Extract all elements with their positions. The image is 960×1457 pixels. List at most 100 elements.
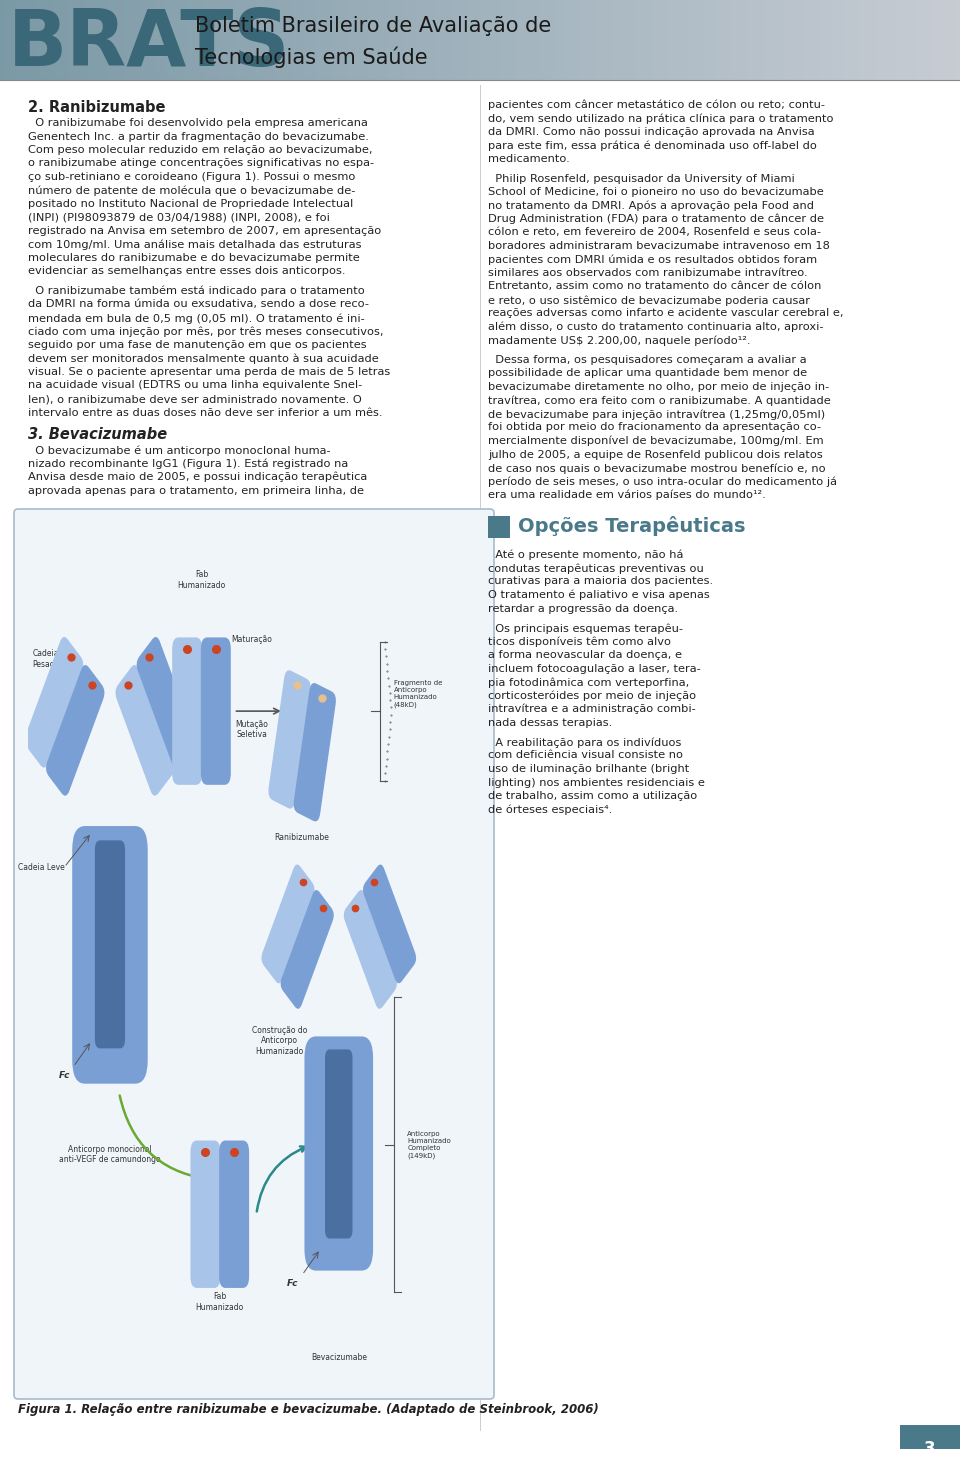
Text: era uma realidade em vários países do mundo¹².: era uma realidade em vários países do mu… (488, 490, 766, 501)
Bar (358, 0, 362, 80)
Bar (122, 0, 125, 80)
Bar (403, 0, 406, 80)
Bar (147, 0, 151, 80)
Bar (247, 0, 250, 80)
Bar (106, 0, 108, 80)
Bar (893, 0, 896, 80)
Text: número de patente de molécula que o bevacizumabe de-: número de patente de molécula que o beva… (28, 185, 355, 197)
Bar (300, 0, 304, 80)
Bar (202, 0, 204, 80)
Bar (329, 0, 333, 80)
Bar (93, 0, 96, 80)
Bar (544, 0, 547, 80)
Bar (752, 0, 756, 80)
Bar (180, 0, 182, 80)
Text: mercialmente disponível de bevacizumabe, 100mg/ml. Em: mercialmente disponível de bevacizumabe,… (488, 436, 824, 446)
FancyBboxPatch shape (325, 1049, 352, 1238)
Bar (7, 0, 10, 80)
Bar (425, 0, 429, 80)
Bar (813, 0, 816, 80)
Bar (295, 0, 298, 80)
Text: madamente US$ 2.200,00, naquele período¹².: madamente US$ 2.200,00, naquele período¹… (488, 335, 751, 345)
Bar (464, 0, 468, 80)
Bar (99, 0, 103, 80)
Bar (828, 0, 832, 80)
Bar (240, 0, 243, 80)
Bar (278, 0, 281, 80)
Bar (924, 0, 928, 80)
Text: Fragmento de
Anticorpo
Humanizado
(48kD): Fragmento de Anticorpo Humanizado (48kD) (394, 680, 442, 708)
Bar (125, 0, 128, 80)
Bar (800, 0, 804, 80)
Text: Tecnologias em Saúde: Tecnologias em Saúde (195, 47, 427, 68)
Text: de trabalho, assim como a utilização: de trabalho, assim como a utilização (488, 791, 697, 801)
Bar (708, 0, 710, 80)
Text: reações adversas como infarto e acidente vascular cerebral e,: reações adversas como infarto e acidente… (488, 309, 844, 319)
Bar (326, 0, 329, 80)
Bar (134, 0, 137, 80)
Bar (682, 0, 684, 80)
Bar (948, 0, 950, 80)
Bar (483, 0, 487, 80)
Bar (758, 0, 761, 80)
Bar (420, 0, 422, 80)
Text: Anticorpo
Humanizado
Completo
(149kD): Anticorpo Humanizado Completo (149kD) (407, 1131, 451, 1158)
Bar (826, 0, 828, 80)
Bar (38, 0, 41, 80)
Bar (77, 0, 80, 80)
FancyBboxPatch shape (14, 508, 494, 1399)
Text: e reto, o uso sistêmico de bevacizumabe poderia causar: e reto, o uso sistêmico de bevacizumabe … (488, 294, 810, 306)
FancyBboxPatch shape (25, 637, 84, 768)
Bar (688, 0, 691, 80)
Text: período de seis meses, o uso intra-ocular do medicamento já: período de seis meses, o uso intra-ocula… (488, 476, 837, 487)
Bar (528, 0, 531, 80)
Text: Mutação
Seletiva: Mutação Seletiva (235, 720, 268, 739)
Bar (16, 0, 19, 80)
Bar (912, 0, 915, 80)
Text: aprovada apenas para o tratamento, em primeira linha, de: aprovada apenas para o tratamento, em pr… (28, 485, 364, 495)
Bar (348, 0, 352, 80)
Text: Ranibizumabe: Ranibizumabe (275, 832, 329, 842)
Bar (660, 0, 662, 80)
Bar (276, 0, 278, 80)
Bar (439, 0, 442, 80)
Text: Fc: Fc (287, 1279, 299, 1288)
Bar (442, 0, 444, 80)
Bar (137, 0, 141, 80)
Bar (896, 0, 900, 80)
Bar (259, 0, 262, 80)
Bar (900, 0, 902, 80)
Text: para este fim, essa prática é denominada uso off-label do: para este fim, essa prática é denominada… (488, 140, 817, 152)
Bar (547, 0, 550, 80)
Bar (189, 0, 192, 80)
Bar (45, 0, 48, 80)
Bar (560, 0, 564, 80)
Bar (823, 0, 826, 80)
Text: nada dessas terapias.: nada dessas terapias. (488, 717, 612, 727)
Bar (550, 0, 554, 80)
Text: Construção do
Anticorpo
Humanizado: Construção do Anticorpo Humanizado (252, 1026, 307, 1056)
Bar (569, 0, 573, 80)
Bar (874, 0, 876, 80)
Text: Cadeia
Pesada: Cadeia Pesada (33, 650, 60, 669)
Bar (487, 0, 490, 80)
Bar (128, 0, 132, 80)
Text: Com peso molecular reduzido em relação ao bevacizumabe,: Com peso molecular reduzido em relação a… (28, 146, 372, 154)
Bar (394, 0, 396, 80)
Bar (602, 0, 605, 80)
Bar (195, 0, 199, 80)
FancyBboxPatch shape (46, 664, 105, 796)
Bar (144, 0, 147, 80)
Bar (598, 0, 602, 80)
Bar (461, 0, 464, 80)
Bar (768, 0, 771, 80)
Bar (432, 0, 435, 80)
Bar (950, 0, 953, 80)
Bar (608, 0, 612, 80)
Bar (96, 0, 99, 80)
Bar (621, 0, 624, 80)
Bar (22, 0, 26, 80)
Bar (694, 0, 698, 80)
FancyBboxPatch shape (172, 637, 203, 785)
Bar (723, 0, 727, 80)
